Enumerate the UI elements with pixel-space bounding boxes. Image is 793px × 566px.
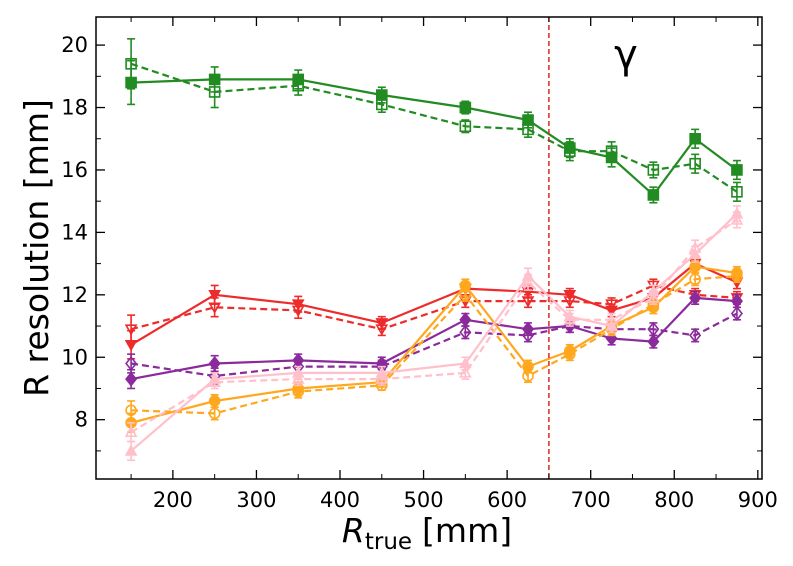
y-tick-label: 10: [61, 345, 88, 369]
series-layer: [124, 38, 744, 462]
series-line: [130, 62, 738, 193]
data-point: [292, 385, 305, 398]
series-line: [130, 212, 738, 452]
series-line: [130, 262, 738, 346]
data-point: [647, 189, 660, 201]
data-point: [208, 290, 222, 302]
y-tick-label: 14: [61, 220, 88, 244]
data-point: [125, 355, 138, 372]
series-line: [130, 284, 737, 331]
series-line: [131, 78, 738, 196]
data-point: [521, 275, 535, 288]
data-point: [124, 444, 138, 456]
data-point: [731, 270, 743, 282]
data-point: [605, 145, 618, 158]
y-tick-label: 18: [61, 96, 88, 120]
x-tick-label: 900: [738, 488, 778, 512]
data-point: [647, 164, 660, 176]
y-tick-label: 8: [75, 408, 88, 432]
data-point: [689, 157, 701, 170]
x-tick-label: 500: [404, 488, 444, 512]
data-point: [208, 375, 222, 388]
data-point: [124, 425, 138, 437]
data-point: [564, 145, 576, 158]
data-point: [208, 302, 222, 314]
x-tick-label: 300: [236, 488, 276, 512]
x-axis-title-sub: true: [365, 529, 412, 555]
x-tick-label: 700: [571, 488, 611, 512]
data-point: [563, 296, 577, 308]
data-point: [647, 334, 660, 350]
x-axis-title: Rtrue [mm]: [342, 511, 512, 555]
data-point: [125, 371, 138, 387]
data-point: [375, 324, 389, 336]
data-point: [605, 299, 618, 311]
data-point: [208, 86, 221, 98]
data-point: [730, 306, 743, 322]
data-point: [459, 101, 472, 114]
data-point: [375, 372, 389, 384]
gamma-annotation: γ: [614, 32, 638, 78]
data-point: [459, 312, 472, 328]
data-point: [689, 273, 701, 286]
y-tick-label: 20: [61, 33, 88, 57]
data-point: [647, 321, 660, 337]
data-point: [291, 305, 305, 318]
data-point: [730, 213, 744, 225]
data-point: [459, 324, 472, 340]
data-point: [521, 296, 535, 308]
data-point: [563, 313, 577, 325]
data-point: [564, 348, 576, 360]
data-point: [731, 164, 743, 176]
data-point: [521, 327, 535, 343]
data-series: [124, 205, 744, 462]
data-point: [291, 372, 305, 384]
data-point: [125, 404, 137, 417]
data-point: [125, 58, 137, 70]
data-point: [689, 260, 701, 273]
x-tick-label: 200: [153, 488, 193, 512]
data-point: [292, 79, 305, 92]
tick-layer: 200 300 400 500 600 700 800 900 8 10 12 14 16 18 20: [61, 17, 778, 512]
x-axis-title-main: R: [342, 511, 365, 550]
data-point: [689, 290, 702, 306]
x-tick-label: 400: [320, 488, 360, 512]
data-series: [125, 59, 743, 204]
y-tick-label: 12: [61, 283, 88, 307]
data-point: [459, 120, 472, 133]
plot-frame: [95, 16, 763, 480]
data-point: [459, 289, 472, 301]
y-tick-label: 16: [61, 158, 88, 182]
data-point: [689, 132, 701, 145]
data-series: [125, 38, 743, 202]
y-axis-title: R resolution [mm]: [17, 99, 56, 397]
data-point: [605, 313, 618, 325]
x-tick-label: 800: [654, 488, 694, 512]
data-point: [458, 366, 472, 378]
data-series: [124, 211, 744, 443]
data-point: [375, 98, 388, 111]
data-point: [731, 186, 743, 198]
data-point: [647, 291, 660, 303]
x-tick-label: 600: [487, 488, 527, 512]
data-point: [688, 241, 702, 253]
data-point: [208, 407, 221, 420]
data-point: [208, 395, 221, 407]
data-point: [689, 327, 702, 343]
data-point: [124, 324, 138, 336]
data-point: [522, 123, 534, 136]
series-line: [130, 312, 738, 378]
data-point: [522, 370, 534, 382]
x-axis-title-unit: [mm]: [422, 511, 512, 550]
